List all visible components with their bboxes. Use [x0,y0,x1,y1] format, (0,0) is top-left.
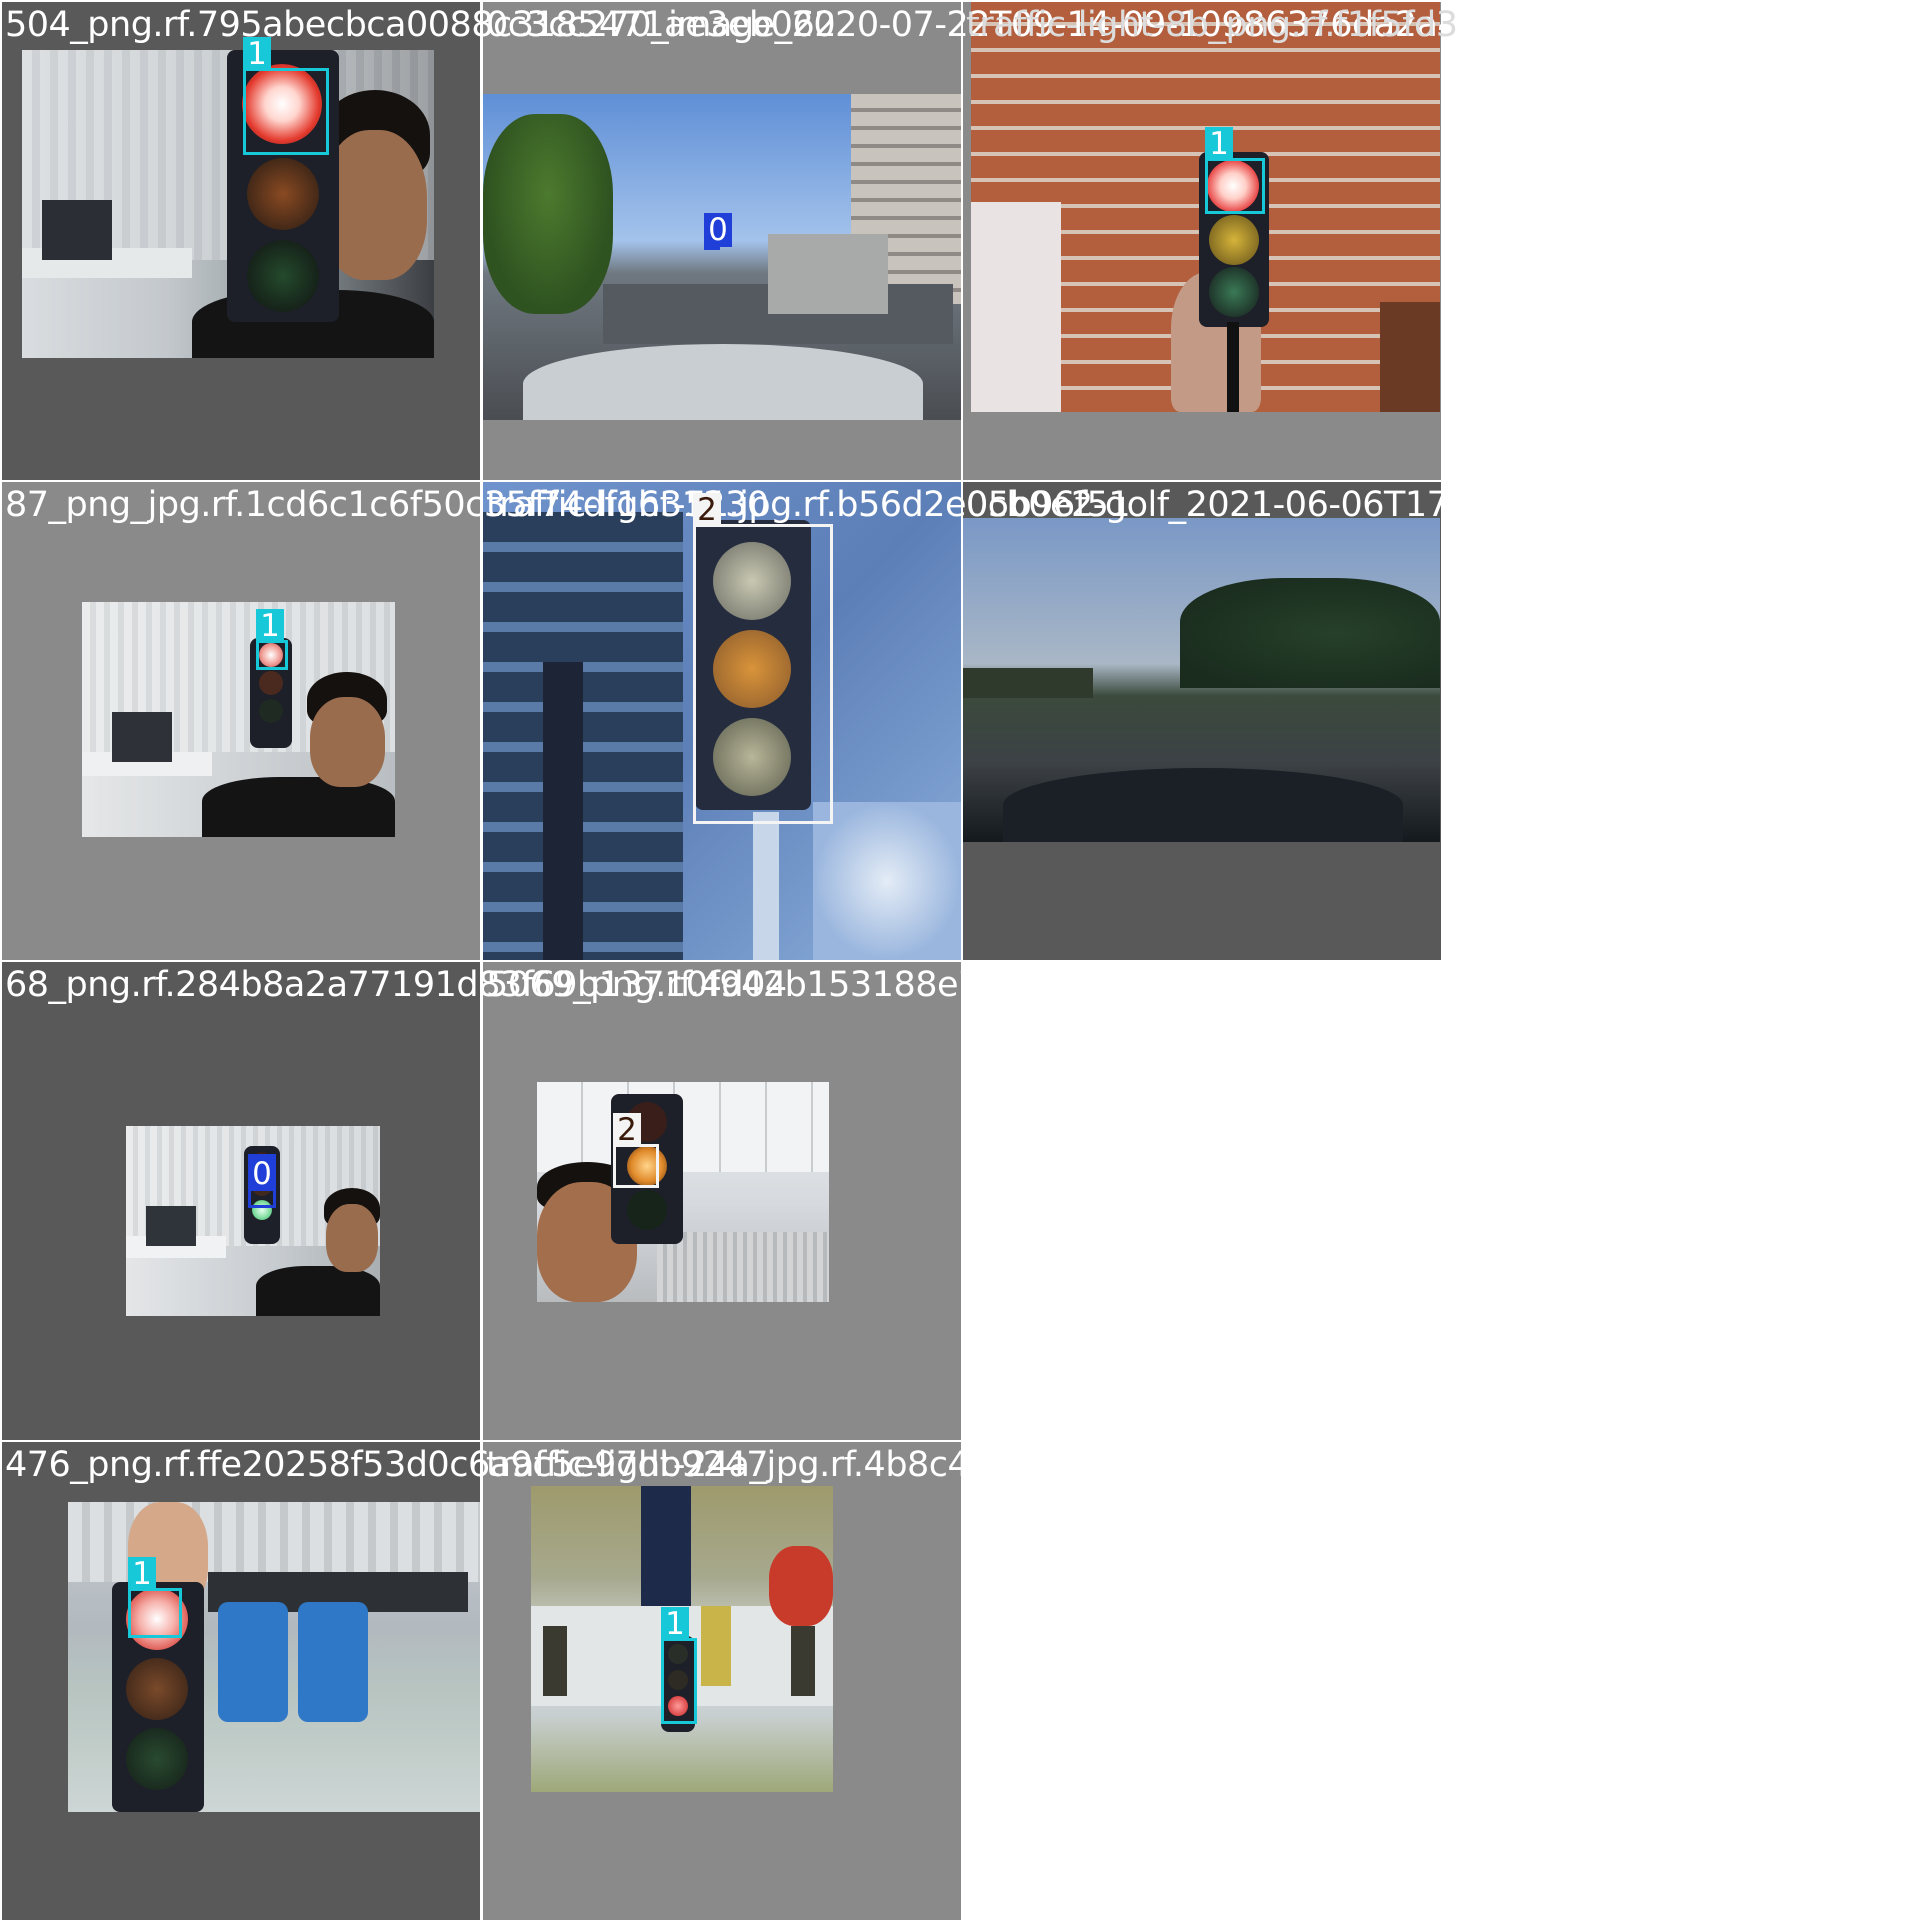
class-label: 1 [256,609,284,643]
class-label: 1 [128,1557,156,1591]
class-label: 1 [661,1607,689,1641]
tile-photo [483,482,961,960]
image-filename: 476_png.rf.ffe20258f53d0c6a9c5e97db9247 [5,1445,769,1485]
image-filename: 0c3cc270_image_2020-07-22T09-14-09-10986… [486,5,1837,45]
detection-box: 1 [243,37,329,155]
mosaic-tile-1: 1 [2,2,480,480]
mosaic-tile-10: 1 [483,1442,961,1920]
detection-box: 2 [693,493,833,824]
mosaic-tile-8: 2 [483,962,961,1440]
detection-box: 1 [256,609,288,670]
class-label: 2 [613,1113,641,1147]
mosaic-tile-6 [963,482,1441,960]
mosaic-tile-3: 1 [963,2,1441,480]
detection-box: 2 [613,1113,659,1188]
image-filename: traffic-light-51.jpg.rf.b56d2e05b96f51 [486,485,1131,525]
class-label: 1 [1205,127,1233,161]
image-filename: 0cb0e2-golf_2021-06-06T17-53-52-777133Z_ [966,485,1743,525]
mosaic-tile-2: 0 [483,2,961,480]
image-filename: traffic-light-8b_png.rf.f1f5fd3 [966,5,1458,45]
tile-photo [82,602,395,837]
tile-photo [971,2,1440,412]
image-filename: 68_png.rf.284b8a2a77191d83f69b13710f942b… [5,965,1316,1005]
detection-box: 1 [661,1607,697,1724]
detection-box: 0 [248,1154,276,1208]
image-filename: traffic-light-24a_jpg.rf.4b8c473566ba3b [486,1445,1165,1485]
detection-box: 0 [704,213,732,250]
tile-photo [537,1082,829,1302]
image-filename: 87_png_jpg.rf.1cd6c1c6f50c35f74df1631230 [5,485,769,525]
detection-box: 1 [128,1557,182,1638]
mosaic-tile-9: 1 [2,1442,480,1920]
tile-photo [22,50,434,358]
class-label: 1 [243,37,271,71]
tile-photo [68,1502,480,1812]
mosaic-tile-7: 0 [2,962,480,1440]
class-label: 0 [248,1157,276,1191]
mosaic-tile-4: 1 [2,482,480,960]
image-filename: 5069_png.rf.4d04 [486,965,787,1005]
class-label: 2 [693,493,721,527]
image-filename: 504_png.rf.795abecbca0088c3185471ae3eb06… [5,5,836,45]
tile-photo [963,518,1440,842]
detection-box: 1 [1205,127,1265,214]
tile-photo [483,94,961,420]
mosaic-tile-5: 2 [483,482,961,960]
class-label: 0 [704,213,732,247]
